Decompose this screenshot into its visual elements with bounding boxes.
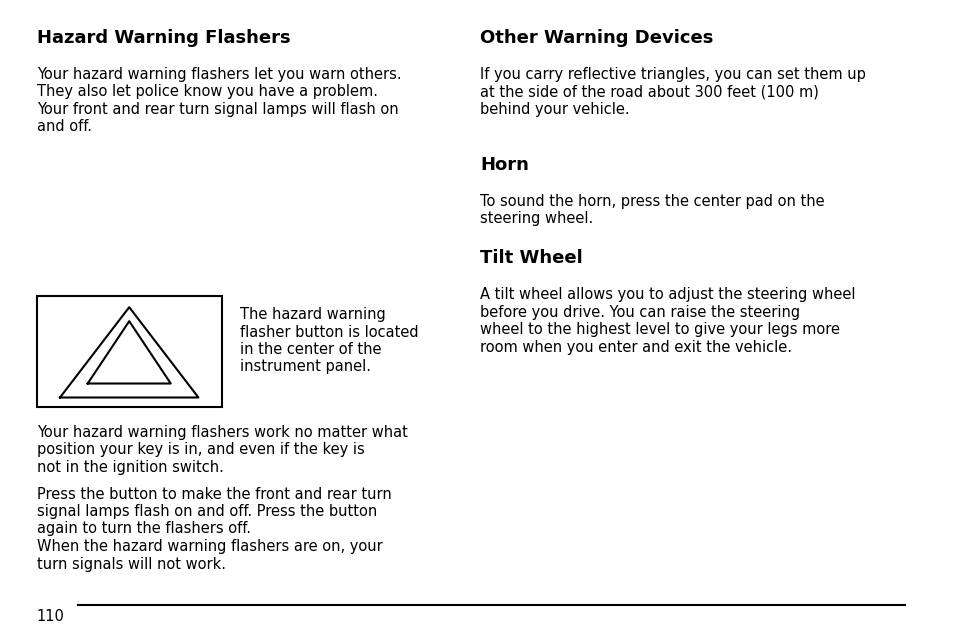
Text: Your hazard warning flashers let you warn others.
They also let police know you : Your hazard warning flashers let you war…: [37, 67, 401, 134]
Text: Your hazard warning flashers work no matter what
position your key is in, and ev: Your hazard warning flashers work no mat…: [37, 425, 407, 474]
Text: 110: 110: [37, 609, 65, 625]
Text: The hazard warning
flasher button is located
in the center of the
instrument pan: The hazard warning flasher button is loc…: [240, 307, 418, 375]
Text: Hazard Warning Flashers: Hazard Warning Flashers: [37, 29, 291, 46]
Text: When the hazard warning flashers are on, your
turn signals will not work.: When the hazard warning flashers are on,…: [37, 539, 382, 572]
Text: Other Warning Devices: Other Warning Devices: [479, 29, 713, 46]
Text: To sound the horn, press the center pad on the
steering wheel.: To sound the horn, press the center pad …: [479, 194, 823, 226]
Text: A tilt wheel allows you to adjust the steering wheel
before you drive. You can r: A tilt wheel allows you to adjust the st…: [479, 287, 855, 355]
Text: If you carry reflective triangles, you can set them up
at the side of the road a: If you carry reflective triangles, you c…: [479, 67, 865, 116]
FancyBboxPatch shape: [37, 296, 221, 407]
Text: Tilt Wheel: Tilt Wheel: [479, 249, 582, 267]
Text: Horn: Horn: [479, 156, 528, 174]
Text: Press the button to make the front and rear turn
signal lamps flash on and off. : Press the button to make the front and r…: [37, 487, 392, 536]
